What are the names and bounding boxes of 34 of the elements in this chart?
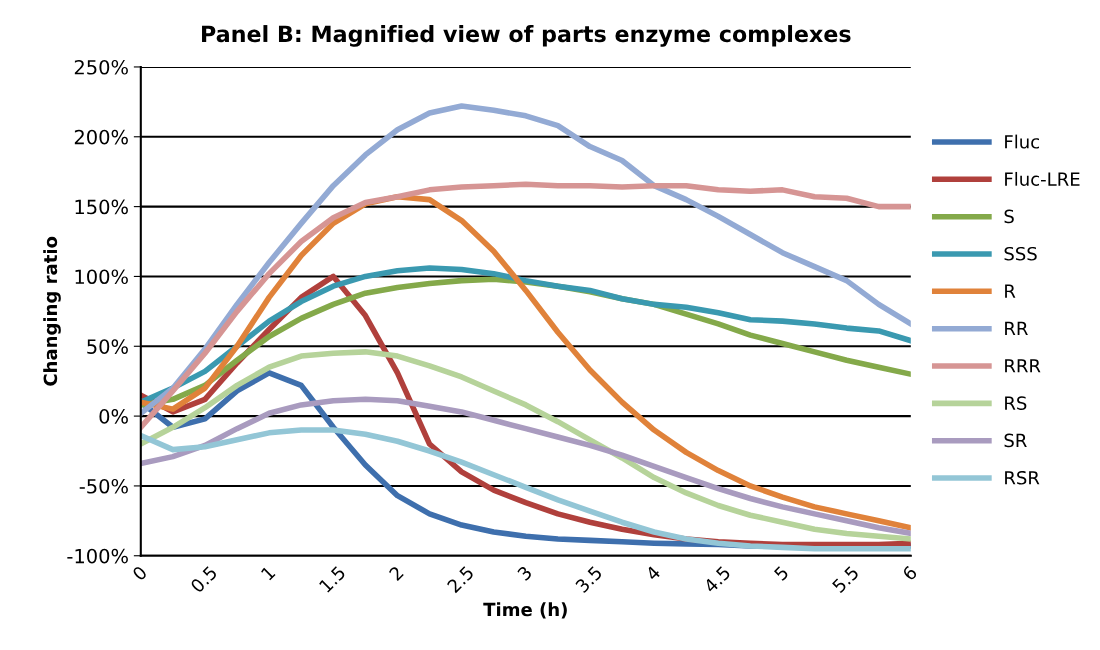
x-tick-label: 0 <box>131 565 148 582</box>
legend-label: SR <box>1004 433 1027 448</box>
legend-label: S <box>1004 209 1014 224</box>
y-tick-label: 150% <box>75 199 128 215</box>
x-tick-label: 2 <box>388 565 404 581</box>
y-tick-label: 250% <box>74 59 128 75</box>
x-tick-label: 5.5 <box>831 565 860 594</box>
x-tick-label: 1 <box>260 565 276 581</box>
legend-label: Fluc <box>1005 134 1040 149</box>
x-tick-label: 6 <box>901 565 918 582</box>
x-tick-label: 2.5 <box>446 565 475 594</box>
x-tick-label: 0.5 <box>189 565 218 594</box>
y-tick-label: 100% <box>75 269 128 285</box>
x-tick-label: 3 <box>516 565 533 582</box>
y-tick-label: -50% <box>79 478 128 494</box>
x-tick-label: 3.5 <box>574 565 603 594</box>
x-tick-label: 4 <box>644 565 661 582</box>
legend-label: R <box>1005 284 1016 298</box>
legend-label: RS <box>1005 396 1027 410</box>
x-tick-label: 1.5 <box>318 565 347 593</box>
x-axis-title: Time (h) <box>483 602 567 619</box>
y-tick-label: 50% <box>87 339 128 354</box>
legend-label: SSS <box>1004 246 1037 261</box>
y-tick-label: 0% <box>99 409 128 424</box>
legend-label: RR <box>1005 321 1028 335</box>
y-axis-title: Changing ratio <box>43 236 61 386</box>
y-tick-label: -100% <box>67 548 128 564</box>
x-tick-label: 5 <box>773 565 790 582</box>
legend-label: RRR <box>1005 359 1041 373</box>
legend-label: Fluc-LRE <box>1005 171 1080 186</box>
chart-title: Panel B: Magnified view of parts enzyme complexes <box>202 25 851 47</box>
y-tick-label: 200% <box>74 129 128 145</box>
x-tick-label: 4.5 <box>702 565 732 594</box>
legend-label: RSR <box>1005 470 1040 485</box>
